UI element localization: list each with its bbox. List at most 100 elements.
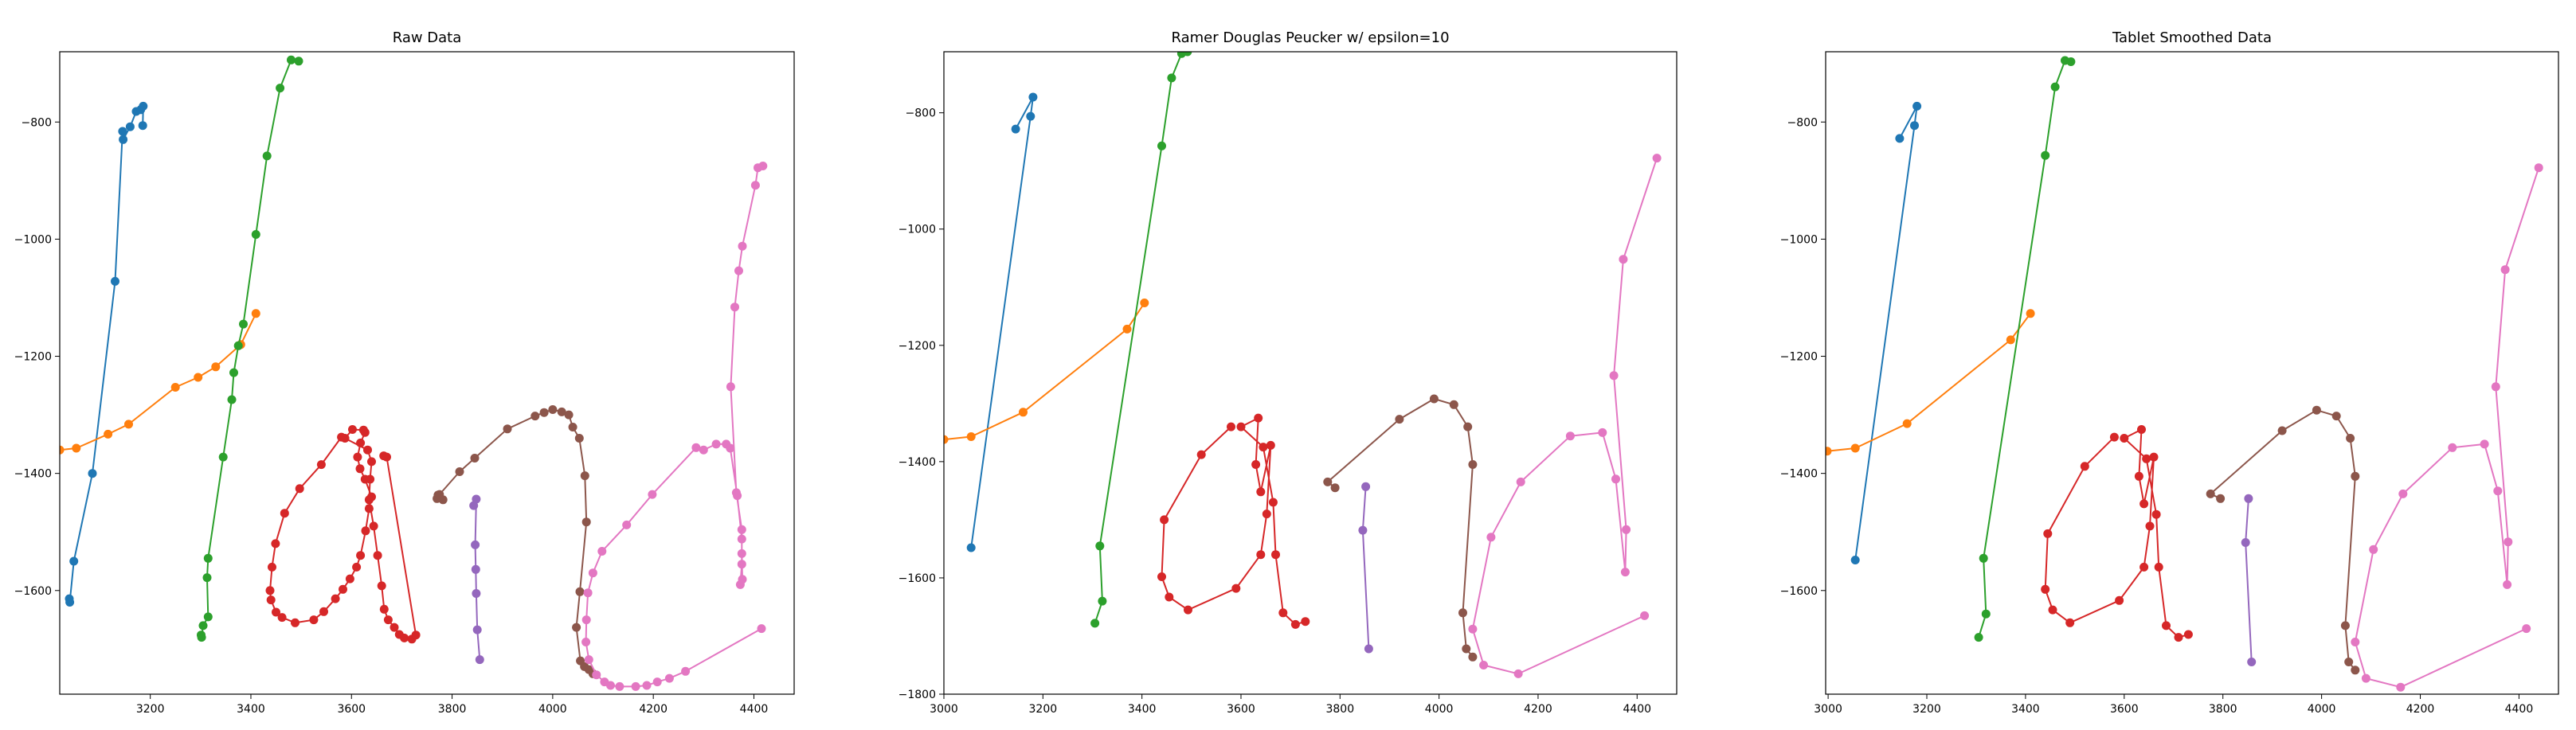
data-point-s6-p13 (583, 588, 593, 598)
data-point-s3-p40 (400, 633, 409, 642)
data-point-s2-p14 (287, 55, 296, 64)
data-point-s4-p4 (1449, 400, 1458, 409)
data-point-s3-p4 (2048, 605, 2057, 615)
data-point-s6-p6 (2448, 443, 2457, 452)
data-point-s2-p7 (227, 395, 237, 404)
data-point-s6-p12 (2500, 265, 2510, 275)
plot-area (944, 52, 1662, 678)
x-tick-label: 4200 (2406, 703, 2435, 716)
y-tick-label: −1600 (1780, 585, 1818, 598)
data-point-s1-p4 (1140, 299, 1149, 307)
data-point-s1-p4 (170, 383, 180, 392)
axes-frame (943, 51, 1678, 695)
x-tick-label: 3400 (237, 703, 265, 716)
data-point-s3-p14 (2142, 454, 2151, 463)
y-tick-label: −1000 (898, 224, 936, 236)
data-point-s6-p3 (652, 677, 662, 687)
data-point-s6-p32 (730, 303, 739, 312)
data-point-s6-p11 (581, 638, 591, 646)
data-point-s3-p0 (1227, 422, 1235, 431)
data-point-s6-p14 (588, 568, 597, 578)
data-point-s2-p2 (1095, 541, 1105, 551)
data-point-s6-p6 (1565, 431, 1575, 441)
data-point-s3-p27 (348, 425, 357, 434)
data-point-s6-p1 (1513, 669, 1523, 678)
data-point-s3-p19 (1301, 617, 1310, 627)
data-point-s3-p3 (280, 509, 289, 518)
data-point-s5-p1 (472, 494, 481, 504)
data-point-s6-p13 (1652, 154, 1662, 163)
y-tick-label: −1600 (14, 585, 52, 598)
data-point-s4-p4 (2331, 412, 2341, 421)
data-point-s0-p4 (111, 276, 119, 286)
data-point-s3-p10 (1256, 487, 1266, 497)
data-point-s0-p2 (1912, 101, 1922, 111)
data-point-s3-p19 (2183, 630, 2193, 639)
data-point-s3-p17 (1278, 608, 1288, 618)
data-point-s3-p23 (353, 452, 362, 462)
data-point-s6-p35 (750, 181, 760, 190)
data-point-s6-p37 (758, 162, 768, 170)
data-point-s4-p7 (530, 412, 540, 421)
y-tick-label: −1200 (898, 340, 936, 353)
data-point-s1-p1 (1850, 443, 1860, 453)
data-point-s2-p6 (2066, 57, 2076, 66)
data-point-s4-p13 (574, 434, 584, 443)
data-point-s6-p4 (642, 681, 652, 690)
data-point-s4-p3 (435, 490, 444, 499)
data-point-s0-p10 (139, 101, 148, 111)
data-point-s0-p3 (88, 469, 97, 478)
data-point-s3-p37 (383, 615, 393, 625)
data-point-s0-p5 (118, 127, 127, 136)
y-tick-label: −1400 (898, 456, 936, 469)
data-point-s2-p15 (294, 57, 303, 66)
x-tick-label: 4000 (2308, 703, 2336, 716)
data-point-s6-p0 (2522, 624, 2531, 634)
data-point-s3-p9 (2149, 452, 2159, 462)
data-point-s3-p44 (379, 451, 389, 461)
data-point-s1-p3 (1122, 324, 1132, 334)
data-point-s1-p2 (1019, 408, 1028, 417)
data-point-s6-p5 (2398, 489, 2408, 498)
data-point-s0-p1 (1026, 111, 1035, 121)
x-tick-label: 3200 (136, 703, 165, 716)
data-point-s3-p12 (1254, 413, 1263, 423)
data-point-s6-p34 (738, 241, 747, 251)
data-point-s6-p12 (581, 615, 591, 625)
data-point-s2-p3 (1157, 141, 1166, 150)
data-point-s6-p19 (699, 445, 708, 455)
data-point-s3-p11 (1251, 460, 1261, 469)
x-tick-label: 3800 (438, 703, 467, 716)
axes-frame (1825, 51, 2559, 695)
data-point-s2-p4 (202, 573, 212, 583)
data-point-s4-p8 (1462, 644, 1471, 654)
data-point-s0-p6 (119, 135, 128, 144)
data-point-s3-p6 (1231, 584, 1241, 593)
data-point-s3-p16 (2154, 562, 2163, 572)
data-point-s3-p15 (345, 574, 354, 584)
data-point-s4-p2 (1395, 415, 1404, 424)
data-point-s2-p4 (2050, 82, 2060, 92)
chart-title: Ramer Douglas Peucker w/ epsilon=10 (1171, 29, 1449, 46)
data-point-s6-p29 (737, 525, 746, 534)
y-tick-label: −1400 (1780, 468, 1818, 481)
data-point-s4-p6 (1468, 460, 1478, 469)
data-point-s3-p9 (277, 613, 287, 623)
data-point-s6-p11 (1609, 371, 1619, 381)
data-point-s3-p30 (367, 457, 376, 466)
y-tick-label: −1400 (14, 468, 52, 481)
data-point-s5-p5 (472, 625, 482, 634)
data-point-s4-p4 (455, 467, 464, 476)
series-line-2 (200, 59, 299, 638)
data-point-s6-p6 (615, 681, 624, 691)
data-point-s3-p38 (390, 623, 399, 632)
data-point-s3-p3 (1157, 572, 1166, 581)
data-point-s3-p16 (1271, 550, 1280, 560)
data-point-s3-p36 (379, 604, 389, 614)
x-tick-label: 4400 (2505, 703, 2534, 716)
data-point-s3-p1 (1196, 450, 1206, 459)
data-point-s2-p13 (276, 84, 285, 93)
x-tick-label: 4200 (639, 703, 667, 716)
data-point-s3-p17 (356, 551, 366, 560)
data-point-s3-p18 (361, 526, 370, 536)
